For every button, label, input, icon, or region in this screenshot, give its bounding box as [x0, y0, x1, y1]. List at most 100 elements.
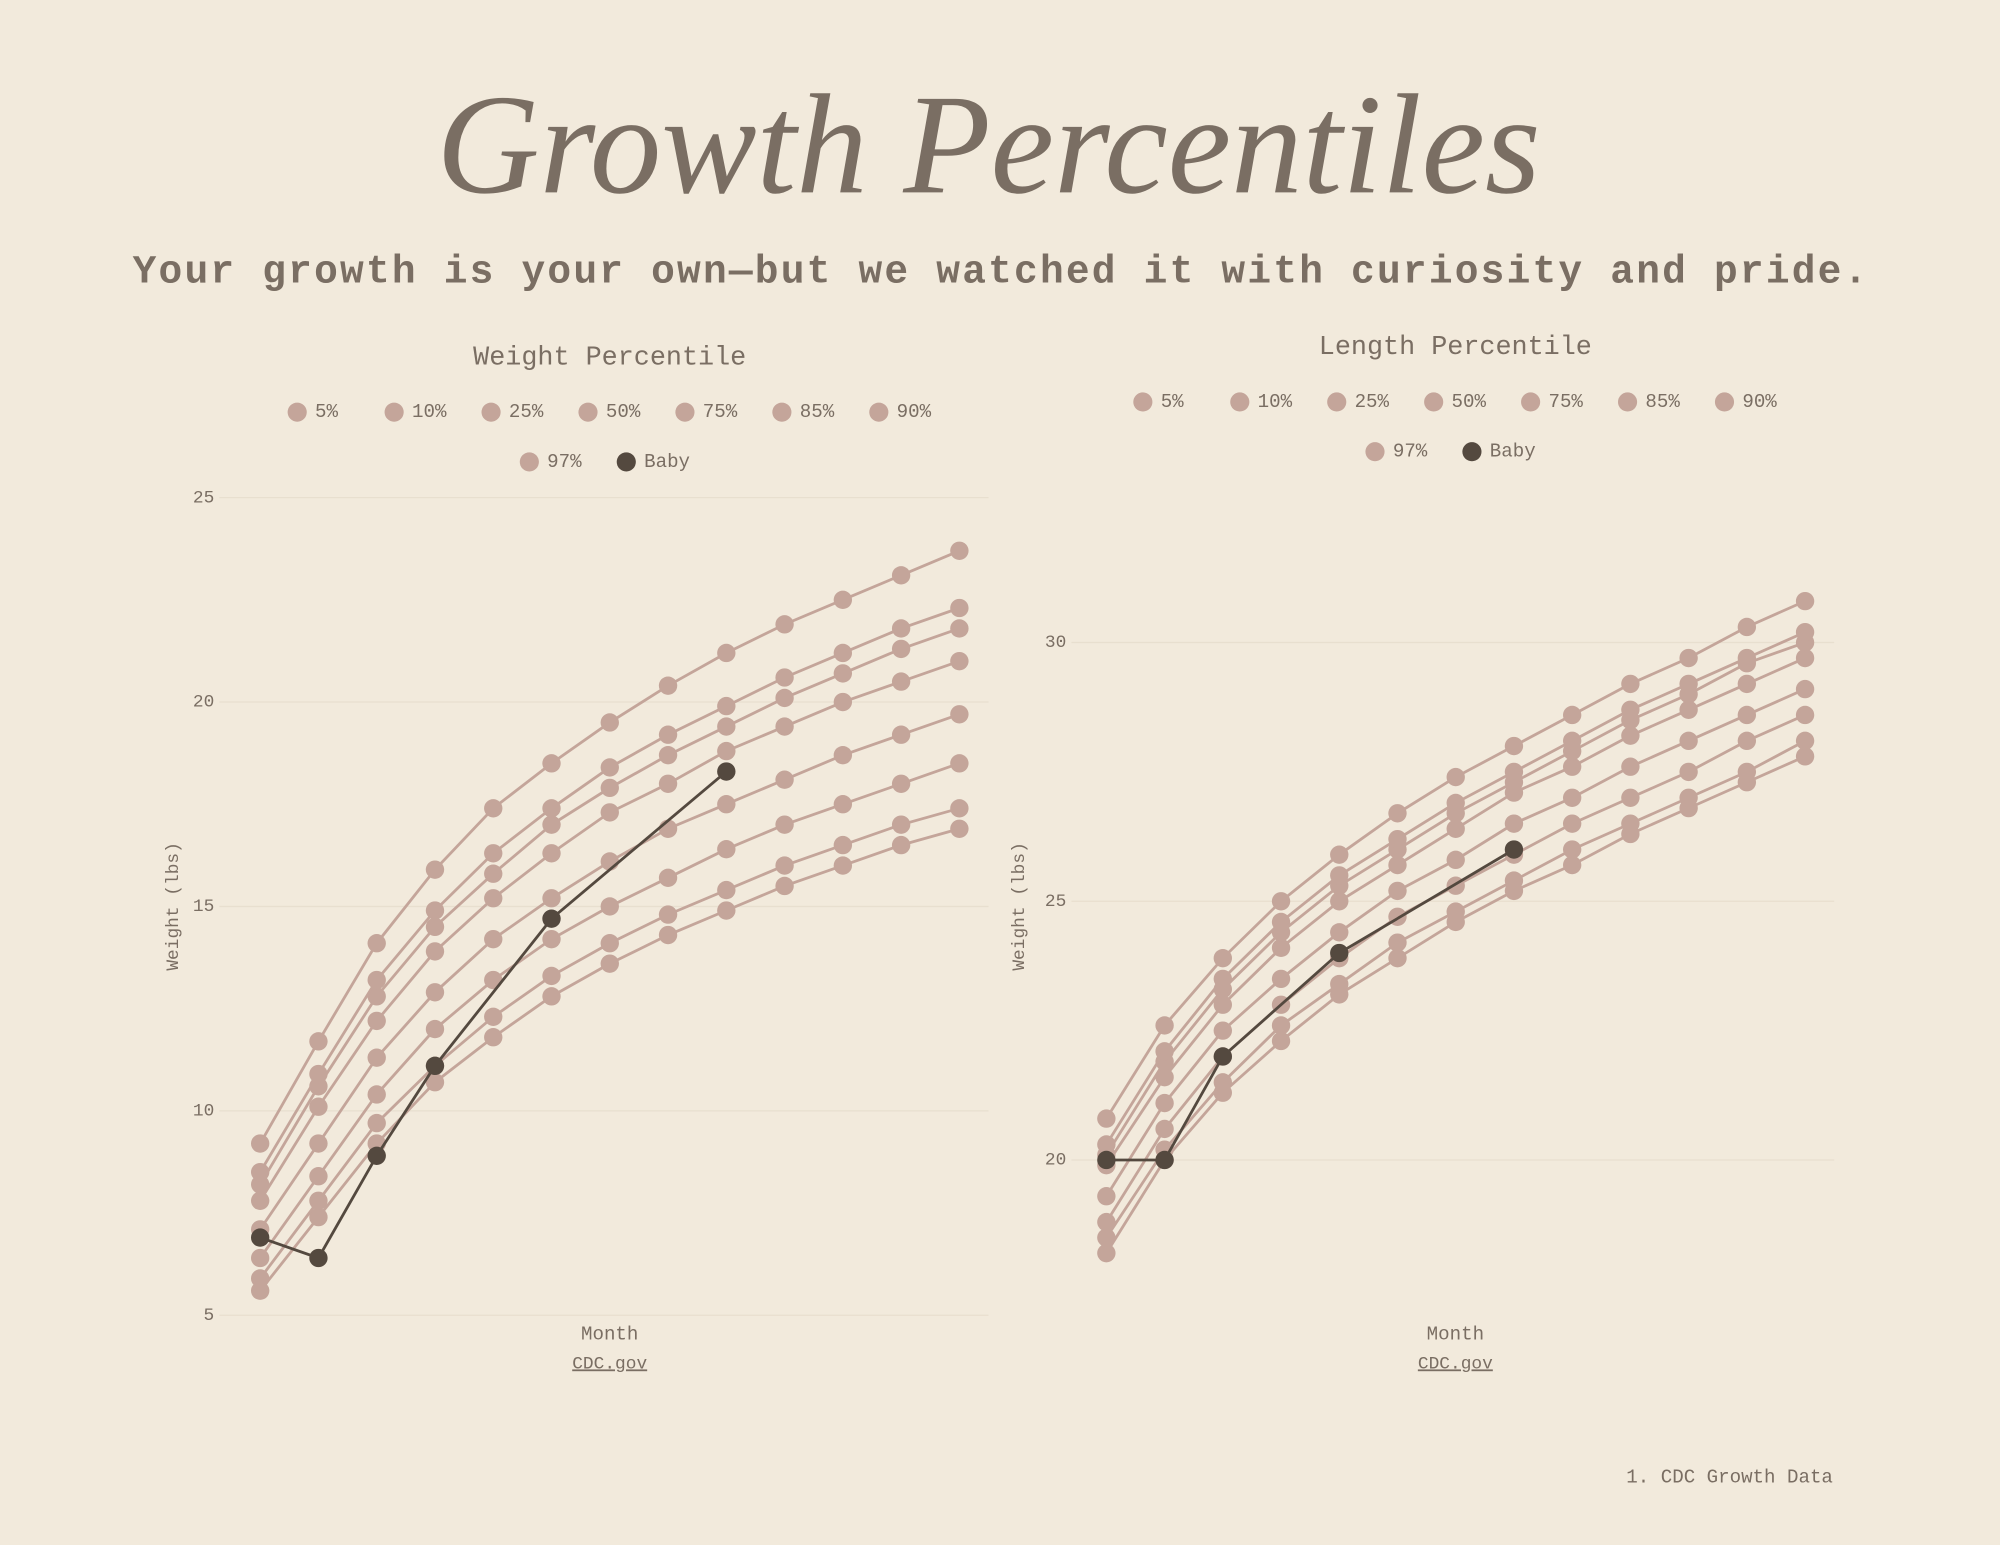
y-tick-label: 30 [1045, 633, 1066, 653]
data-point [1213, 995, 1232, 1014]
data-point [600, 897, 619, 916]
legend-swatch [384, 402, 404, 422]
data-point [775, 770, 794, 789]
source-link[interactable]: CDC.gov [1418, 1354, 1493, 1374]
data-point [1621, 814, 1640, 833]
data-point [1504, 840, 1524, 859]
data-point [425, 917, 445, 937]
data-point [1388, 948, 1407, 968]
data-point [425, 1019, 445, 1039]
data-point [1504, 762, 1524, 782]
legend-label: 97% [1393, 441, 1428, 463]
legend-swatch [519, 452, 539, 472]
legend-swatch [616, 452, 636, 472]
data-point [542, 815, 561, 834]
data-point [367, 1113, 386, 1133]
series-line [259, 770, 728, 1260]
x-axis-label: Month [1427, 1323, 1484, 1345]
data-point [484, 889, 503, 908]
data-point [658, 725, 678, 744]
data-point [775, 688, 794, 708]
page-title: Growth Percentiles [436, 65, 1540, 223]
data-point [658, 676, 678, 695]
data-point [1795, 648, 1815, 668]
data-point [1388, 933, 1407, 952]
data-point [833, 692, 853, 712]
data-point [1271, 912, 1291, 932]
data-point [367, 1085, 386, 1104]
data-point [484, 844, 503, 863]
data-point [1737, 648, 1757, 668]
data-point [1155, 1068, 1174, 1087]
data-point [1679, 648, 1698, 668]
data-point [775, 668, 794, 687]
data-point [1213, 969, 1232, 989]
data-point [1097, 1150, 1116, 1170]
data-point [1679, 674, 1698, 694]
legend-label: 10% [412, 401, 447, 423]
data-point [1446, 767, 1465, 787]
data-point [891, 619, 911, 638]
data-point [833, 745, 853, 765]
legend-label: 85% [800, 401, 835, 423]
data-point [658, 774, 678, 793]
data-point [1737, 705, 1757, 725]
legend-label: 75% [703, 401, 738, 423]
data-point [658, 745, 678, 765]
data-point [1737, 731, 1757, 751]
data-point [1562, 757, 1582, 776]
data-point [950, 754, 969, 773]
legend-swatch [1617, 392, 1638, 412]
data-point [250, 1248, 270, 1268]
data-point [367, 934, 386, 953]
data-point [1621, 700, 1640, 719]
chart-title: Length Percentile [1319, 333, 1592, 363]
data-point [891, 566, 911, 585]
data-point [367, 1146, 386, 1165]
legend-label: 25% [509, 401, 544, 423]
legend-label: 10% [1258, 391, 1293, 413]
data-point [250, 1191, 270, 1210]
data-point [367, 970, 386, 990]
data-point [717, 696, 736, 716]
data-point [833, 835, 853, 855]
data-point [1097, 1109, 1116, 1128]
data-point [891, 774, 911, 793]
data-point [309, 1191, 328, 1210]
legend-swatch [1133, 392, 1153, 412]
data-point [1679, 731, 1698, 751]
y-tick-label: 20 [1045, 1151, 1066, 1171]
data-point [600, 758, 619, 777]
data-point [425, 860, 445, 879]
data-point [1271, 1031, 1291, 1051]
data-point [658, 925, 678, 945]
source-link[interactable]: CDC.gov [572, 1354, 647, 1374]
data-point [1446, 793, 1465, 813]
legend-swatch [1462, 442, 1482, 462]
data-point [250, 1134, 270, 1153]
data-point [1388, 804, 1407, 823]
data-point [309, 1134, 328, 1153]
data-point [891, 672, 911, 691]
data-point [484, 929, 503, 949]
data-point [542, 929, 561, 949]
data-point [1388, 855, 1407, 875]
data-point [1097, 1187, 1116, 1206]
y-tick-label: 25 [193, 488, 214, 508]
data-point [1737, 762, 1757, 782]
data-point [775, 856, 794, 875]
data-point [425, 1056, 445, 1076]
data-point [1155, 1042, 1174, 1061]
data-point [891, 725, 911, 744]
legend-swatch [481, 402, 501, 422]
legend-label: 75% [1548, 391, 1583, 413]
data-point [1504, 871, 1524, 890]
data-point [1446, 819, 1465, 838]
data-point [717, 880, 736, 900]
legend-label: Baby [644, 451, 690, 473]
data-point [1679, 762, 1698, 782]
data-point [1330, 892, 1349, 911]
data-point [1795, 705, 1815, 725]
data-point [833, 664, 853, 683]
